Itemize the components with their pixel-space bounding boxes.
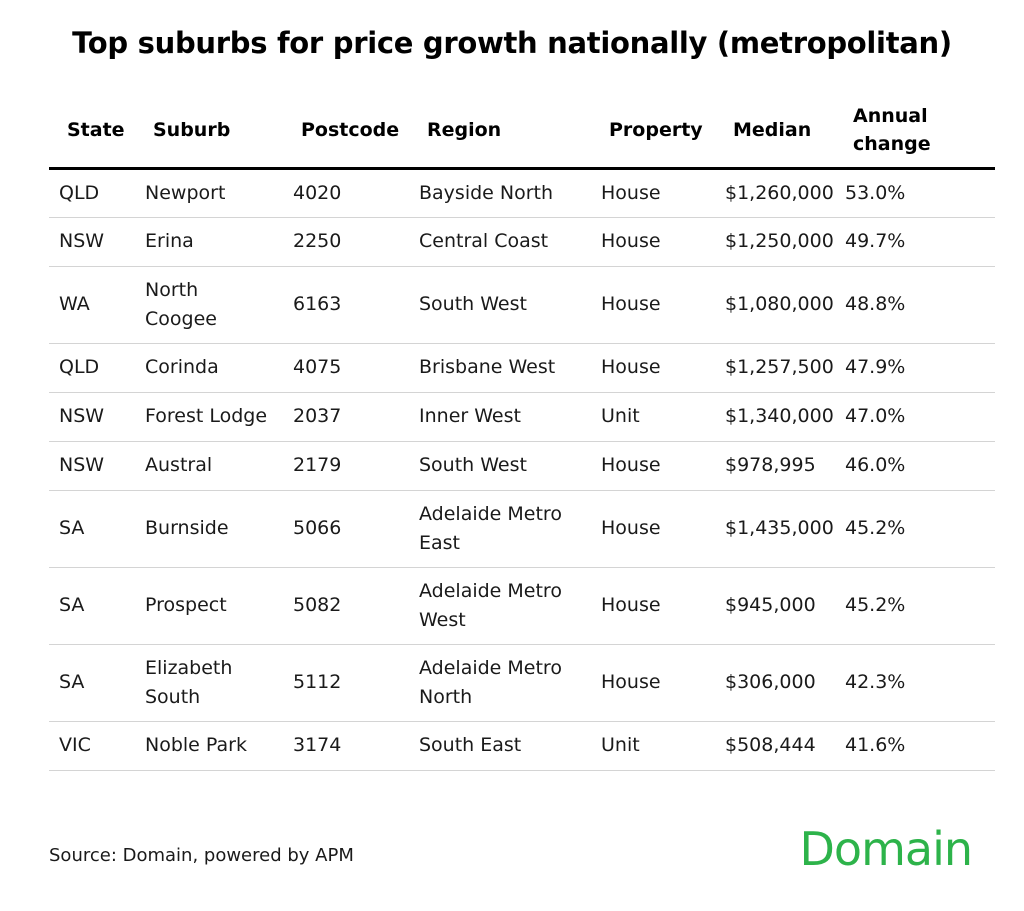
cell-median: $306,000 [715,644,835,722]
cell-property: House [591,490,715,568]
table-row: NSW Austral 2179 South West House $978,995 46.… [49,441,995,491]
cell-median: $1,080,000 [715,266,835,344]
cell-suburb: Erina [135,217,283,267]
cell-suburb: Newport [135,168,283,218]
table-row: SA Prospect 5082 Adelaide Metro West House $9… [49,567,995,645]
cell-state: QLD [49,168,135,218]
table-row: NSW Erina 2250 Central Coast House $1,250,000… [49,217,995,267]
cell-property: House [591,266,715,344]
cell-region: South West [409,441,591,491]
cell-annual-change: 53.0% [835,168,995,218]
table-row: VIC Noble Park 3174 South East Unit $508,444 4… [49,721,995,771]
cell-property: Unit [591,721,715,771]
cell-state: VIC [49,721,135,771]
table-row: NSW Forest Lodge 2037 Inner West Unit $1,340,… [49,392,995,442]
chart-title: Top suburbs for price growth nationally … [72,26,952,60]
cell-postcode: 3174 [283,721,409,771]
cell-annual-change: 42.3% [835,644,995,722]
cell-suburb: Noble Park [135,721,283,771]
cell-state: NSW [49,217,135,267]
cell-median: $978,995 [715,441,835,491]
cell-property: House [591,217,715,267]
cell-property: House [591,567,715,645]
table-row: SA Burnside 5066 Adelaide Metro East House $1… [49,490,995,568]
cell-region: Adelaide Metro East [409,490,591,568]
cell-suburb: Corinda [135,343,283,393]
cell-postcode: 5066 [283,490,409,568]
cell-median: $945,000 [715,567,835,645]
header-annual-change: Annual change [835,94,995,170]
cell-property: House [591,441,715,491]
cell-region: South East [409,721,591,771]
domain-logo: Domain [799,822,973,876]
cell-suburb: Elizabeth South [135,644,283,722]
cell-region: Central Coast [409,217,591,267]
cell-median: $1,340,000 [715,392,835,442]
cell-annual-change: 41.6% [835,721,995,771]
table-row: WA North Coogee 6163 South West House $1,080,… [49,266,995,344]
header-property: Property [591,94,715,170]
cell-median: $508,444 [715,721,835,771]
cell-annual-change: 46.0% [835,441,995,491]
cell-postcode: 5082 [283,567,409,645]
cell-state: SA [49,490,135,568]
cell-median: $1,250,000 [715,217,835,267]
cell-median: $1,435,000 [715,490,835,568]
cell-annual-change: 48.8% [835,266,995,344]
cell-median: $1,257,500 [715,343,835,393]
cell-annual-change: 47.0% [835,392,995,442]
cell-region: Inner West [409,392,591,442]
cell-state: SA [49,567,135,645]
cell-region: Adelaide Metro North [409,644,591,722]
header-postcode: Postcode [283,94,409,170]
cell-postcode: 4075 [283,343,409,393]
cell-property: Unit [591,392,715,442]
cell-postcode: 5112 [283,644,409,722]
cell-suburb: Prospect [135,567,283,645]
cell-annual-change: 47.9% [835,343,995,393]
cell-median: $1,260,000 [715,168,835,218]
cell-state: NSW [49,441,135,491]
cell-region: South West [409,266,591,344]
cell-suburb: Austral [135,441,283,491]
header-suburb: Suburb [135,94,283,170]
header-region: Region [409,94,591,170]
cell-state: NSW [49,392,135,442]
table-row: SA Elizabeth South 5112 Adelaide Metro Nort… [49,644,995,722]
header-state: State [49,94,135,170]
cell-state: WA [49,266,135,344]
cell-property: House [591,168,715,218]
cell-region: Brisbane West [409,343,591,393]
header-median: Median [715,94,835,170]
cell-property: House [591,644,715,722]
table-row: QLD Newport 4020 Bayside North House $1,260,0… [49,168,995,218]
cell-postcode: 2037 [283,392,409,442]
cell-region: Bayside North [409,168,591,218]
cell-suburb: North Coogee [135,266,283,344]
source-note: Source: Domain, powered by APM [49,845,354,866]
table-body: QLD Newport 4020 Bayside North House $1,260,0… [49,168,995,771]
cell-postcode: 4020 [283,168,409,218]
growth-table: State Suburb Postcode Region Property Me… [49,94,995,771]
cell-suburb: Burnside [135,490,283,568]
cell-postcode: 2250 [283,217,409,267]
cell-state: QLD [49,343,135,393]
cell-postcode: 6163 [283,266,409,344]
cell-region: Adelaide Metro West [409,567,591,645]
cell-annual-change: 49.7% [835,217,995,267]
cell-suburb: Forest Lodge [135,392,283,442]
cell-postcode: 2179 [283,441,409,491]
table-row: QLD Corinda 4075 Brisbane West House $1,257,5… [49,343,995,393]
table-header-row: State Suburb Postcode Region Property Me… [49,94,995,170]
cell-property: House [591,343,715,393]
cell-annual-change: 45.2% [835,567,995,645]
cell-state: SA [49,644,135,722]
cell-annual-change: 45.2% [835,490,995,568]
